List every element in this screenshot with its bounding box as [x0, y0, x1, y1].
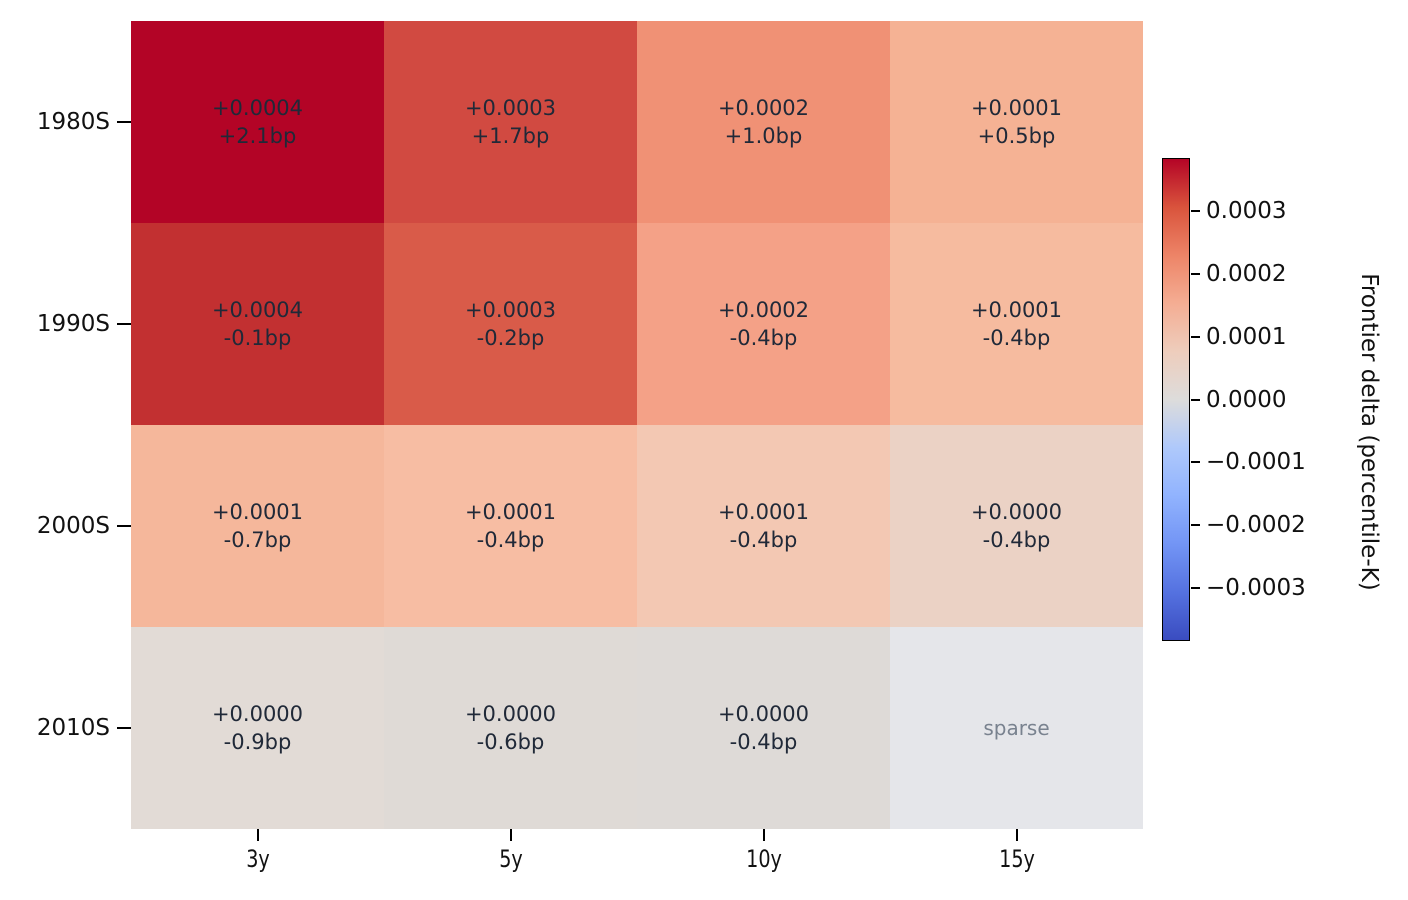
colorbar-tick-label: 0.0003: [1206, 198, 1287, 225]
cell-delta-label: +0.0001: [970, 96, 1063, 120]
y-tick-mark: [117, 121, 131, 123]
heatmap-cell: +0.0003 -0.2bp: [384, 223, 637, 425]
cell-bp-label: -0.2bp: [476, 326, 545, 350]
colorbar-tick-mark: [1191, 586, 1200, 589]
y-tick-label: 1990S: [36, 311, 110, 337]
cell-sparse-label: sparse: [983, 716, 1050, 740]
cell-delta-label: +0.0004: [211, 96, 304, 120]
cell-delta-label: +0.0004: [211, 298, 304, 322]
heatmap-cell: sparse: [890, 627, 1143, 829]
cell-delta-label: +0.0000: [464, 702, 557, 726]
colorbar-tick-mark: [1191, 210, 1200, 213]
cell-delta-label: +0.0001: [211, 500, 304, 524]
cell-bp-label: -0.4bp: [729, 730, 798, 754]
y-tick-label: 2000S: [36, 513, 110, 539]
cell-delta-label: +0.0003: [464, 96, 557, 120]
cell-bp-label: +1.7bp: [471, 124, 550, 148]
heatmap-cell: +0.0004 -0.1bp: [131, 223, 384, 425]
colorbar-tick-label: 0.0001: [1206, 323, 1287, 350]
x-tick-label: 10y: [745, 845, 782, 873]
heatmap-cell: +0.0003 +1.7bp: [384, 21, 637, 223]
colorbar-tick-label: 0.0002: [1206, 261, 1287, 288]
x-tick-label: 15y: [998, 845, 1035, 873]
cell-delta-label: +0.0000: [970, 500, 1063, 524]
cell-bp-label: -0.4bp: [982, 528, 1051, 552]
heatmap-grid: +0.0004 +2.1bp +0.0003 +1.7bp +0.0002 +1.0bp +…: [131, 21, 1143, 829]
heatmap-cell: +0.0001 +0.5bp: [890, 21, 1143, 223]
colorbar-tick-mark: [1191, 273, 1200, 276]
y-tick-mark: [117, 323, 131, 325]
cell-bp-label: +2.1bp: [218, 124, 297, 148]
heatmap-cell: +0.0002 +1.0bp: [637, 21, 890, 223]
heatmap-cell: +0.0001 -0.4bp: [890, 223, 1143, 425]
colorbar-tick-label: −0.0001: [1206, 449, 1306, 476]
colorbar-label: Frontier delta (percentile-K): [1356, 273, 1382, 591]
heatmap-cell: +0.0000 -0.4bp: [637, 627, 890, 829]
cell-bp-label: -0.1bp: [223, 326, 292, 350]
colorbar-tick-mark: [1191, 461, 1200, 464]
colorbar-tick-mark: [1191, 335, 1200, 338]
colorbar-tick-label: −0.0003: [1206, 574, 1306, 601]
heatmap-cell: +0.0002 -0.4bp: [637, 223, 890, 425]
colorbar-tick-label: 0.0000: [1206, 386, 1287, 413]
heatmap-cell: +0.0000 -0.9bp: [131, 627, 384, 829]
cell-bp-label: -0.4bp: [729, 326, 798, 350]
cell-delta-label: +0.0000: [717, 702, 810, 726]
cell-bp-label: +0.5bp: [977, 124, 1056, 148]
cell-bp-label: -0.4bp: [476, 528, 545, 552]
x-tick-mark: [1015, 829, 1018, 841]
cell-delta-label: +0.0003: [464, 298, 557, 322]
heatmap-cell: +0.0001 -0.7bp: [131, 425, 384, 627]
x-tick-label: 3y: [245, 845, 270, 873]
heatmap-cell: +0.0001 -0.4bp: [384, 425, 637, 627]
y-tick-mark: [117, 727, 131, 729]
cell-delta-label: +0.0001: [717, 500, 810, 524]
cell-delta-label: +0.0001: [970, 298, 1063, 322]
x-tick-label: 5y: [498, 845, 523, 873]
heatmap-cell: +0.0001 -0.4bp: [637, 425, 890, 627]
cell-delta-label: +0.0001: [464, 500, 557, 524]
cell-bp-label: -0.9bp: [223, 730, 292, 754]
y-tick-mark: [117, 525, 131, 527]
y-tick-label: 1980S: [36, 109, 110, 135]
colorbar-tick-mark: [1191, 523, 1200, 526]
cell-bp-label: -0.7bp: [223, 528, 292, 552]
x-tick-mark: [762, 829, 765, 841]
x-tick-mark: [509, 829, 512, 841]
y-tick-label: 2010S: [36, 715, 110, 741]
colorbar-tick-mark: [1191, 398, 1200, 401]
cell-bp-label: -0.4bp: [729, 528, 798, 552]
colorbar-gradient: [1162, 158, 1190, 641]
heatmap-cell: +0.0000 -0.4bp: [890, 425, 1143, 627]
colorbar-tick-label: −0.0002: [1206, 511, 1306, 538]
heatmap-cell: +0.0004 +2.1bp: [131, 21, 384, 223]
heatmap-cell: +0.0000 -0.6bp: [384, 627, 637, 829]
cell-delta-label: +0.0002: [717, 96, 810, 120]
cell-bp-label: -0.6bp: [476, 730, 545, 754]
cell-delta-label: +0.0000: [211, 702, 304, 726]
x-tick-mark: [256, 829, 259, 841]
cell-bp-label: -0.4bp: [982, 326, 1051, 350]
cell-delta-label: +0.0002: [717, 298, 810, 322]
cell-bp-label: +1.0bp: [724, 124, 803, 148]
